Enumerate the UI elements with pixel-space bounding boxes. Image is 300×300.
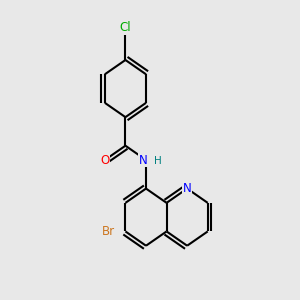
Text: Cl: Cl (120, 21, 131, 34)
Text: Br: Br (101, 225, 115, 238)
Text: H: H (154, 156, 162, 167)
Text: O: O (100, 154, 110, 166)
Text: N: N (139, 154, 148, 166)
Text: N: N (183, 182, 191, 195)
